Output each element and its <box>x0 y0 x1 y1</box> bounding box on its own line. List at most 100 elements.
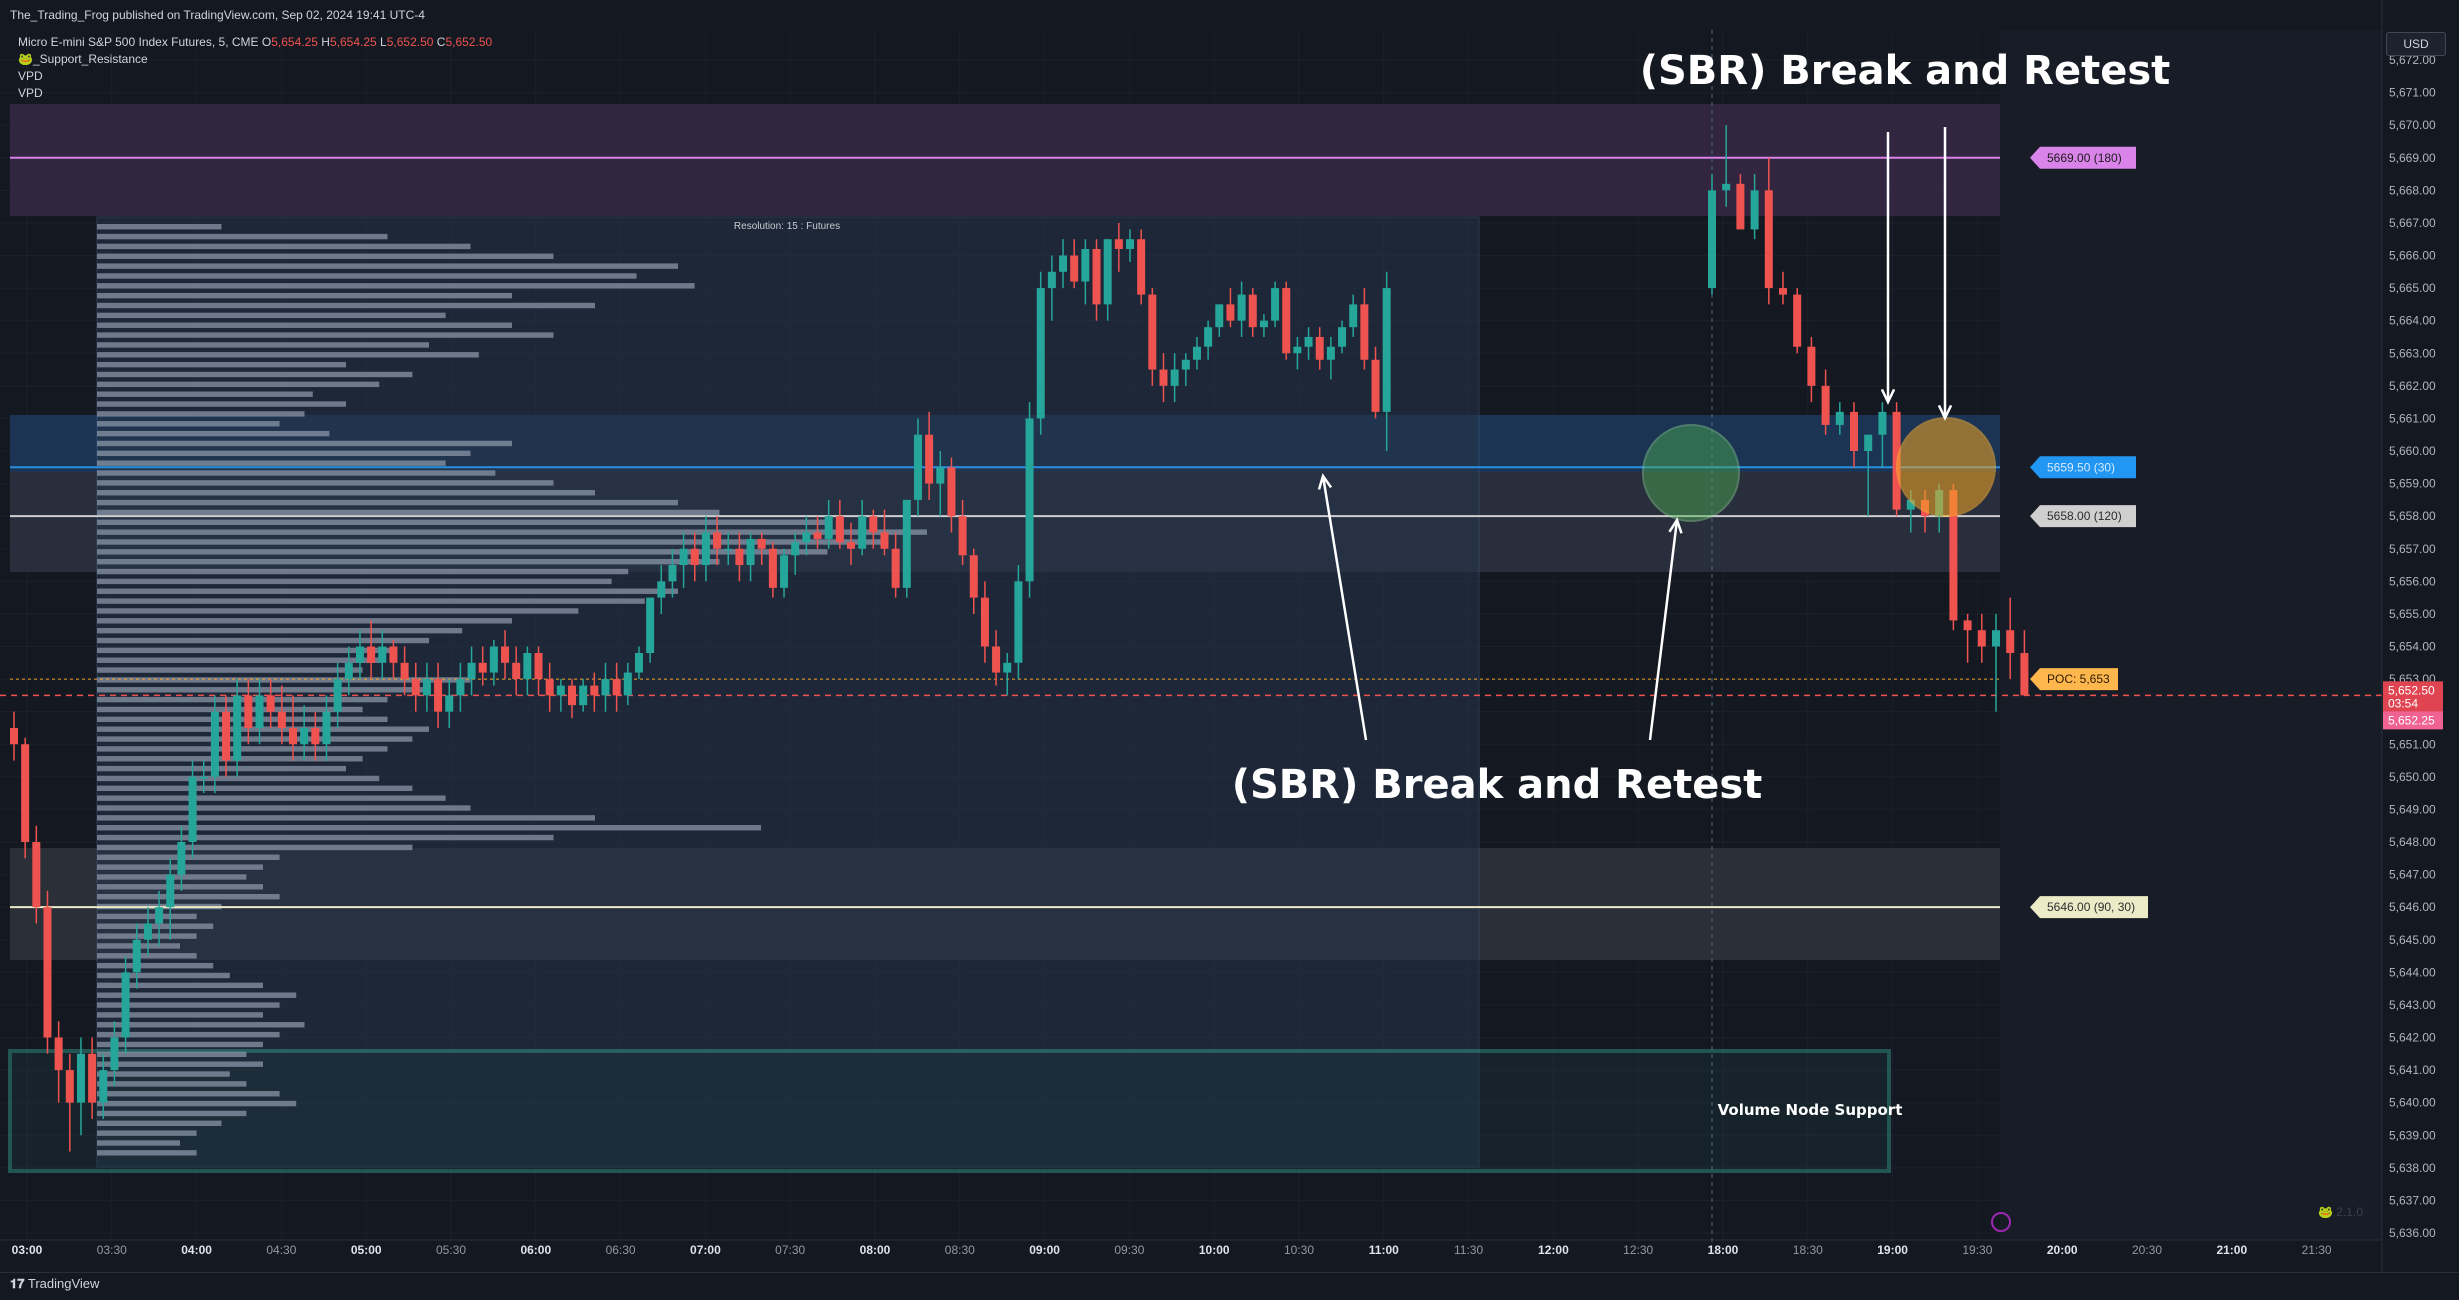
candle[interactable] <box>579 679 588 712</box>
candle[interactable] <box>534 646 543 696</box>
candle[interactable] <box>344 646 353 696</box>
candle[interactable] <box>802 516 811 556</box>
candle[interactable] <box>568 679 576 719</box>
candle[interactable] <box>1103 239 1112 321</box>
candle[interactable] <box>422 662 431 712</box>
candle[interactable] <box>311 711 320 761</box>
candle[interactable] <box>512 646 521 696</box>
candle[interactable] <box>10 711 18 761</box>
candle[interactable] <box>1282 281 1291 360</box>
candle[interactable] <box>679 532 688 588</box>
candle[interactable] <box>434 662 443 728</box>
candle[interactable] <box>1259 314 1268 337</box>
candle[interactable] <box>1736 174 1745 230</box>
candle[interactable] <box>1371 346 1380 419</box>
candle[interactable] <box>1081 239 1090 305</box>
candle[interactable] <box>847 522 855 566</box>
candle[interactable] <box>1878 402 1887 468</box>
candle[interactable] <box>199 760 208 794</box>
candle[interactable] <box>556 679 565 712</box>
level-tag[interactable]: 5658.00 (120) <box>2030 505 2136 528</box>
candle[interactable] <box>166 858 175 940</box>
candle[interactable] <box>21 737 30 859</box>
candle[interactable] <box>378 630 387 680</box>
candle[interactable] <box>1708 174 1716 295</box>
candle[interactable] <box>445 679 454 728</box>
candle[interactable] <box>1126 229 1134 263</box>
candle[interactable] <box>947 457 956 533</box>
candle[interactable] <box>902 499 911 598</box>
candle[interactable] <box>1864 434 1873 517</box>
candle[interactable] <box>32 825 41 924</box>
candle[interactable] <box>646 597 655 663</box>
indicator-support-resistance[interactable]: 🐸_Support_Resistance <box>18 52 148 66</box>
candle[interactable] <box>880 509 889 556</box>
indicator-vpd-1[interactable]: VPD <box>18 69 43 83</box>
candle[interactable] <box>1226 288 1235 328</box>
candle[interactable] <box>1315 327 1324 370</box>
candle[interactable] <box>824 499 833 549</box>
candle[interactable] <box>1114 222 1123 272</box>
candle[interactable] <box>612 662 621 712</box>
candle[interactable] <box>813 516 822 549</box>
candle[interactable] <box>1304 327 1313 360</box>
candle[interactable] <box>99 1053 108 1119</box>
candle[interactable] <box>88 1037 97 1119</box>
candle[interactable] <box>1248 288 1257 337</box>
candle[interactable] <box>1014 565 1023 680</box>
candle[interactable] <box>143 907 152 957</box>
candle[interactable] <box>132 923 141 989</box>
candle[interactable] <box>690 532 699 582</box>
price-axis[interactable]: 5,636.00 5,637.00 5,638.00 5,639.00 5,640.00… <box>2381 0 2459 1272</box>
candle[interactable] <box>668 548 677 598</box>
candle[interactable] <box>1807 336 1816 403</box>
indicator-vpd-2[interactable]: VPD <box>18 86 43 100</box>
candle[interactable] <box>266 679 275 728</box>
candle[interactable] <box>1003 653 1012 696</box>
candle[interactable] <box>233 679 242 777</box>
candle[interactable] <box>1722 125 1731 207</box>
candle[interactable] <box>188 760 197 859</box>
candle[interactable] <box>2006 597 2015 680</box>
candle[interactable] <box>634 646 643 680</box>
candle[interactable] <box>177 825 186 891</box>
level-tag[interactable]: 5669.00 (180) <box>2030 146 2136 169</box>
candle[interactable] <box>623 662 632 706</box>
candle[interactable] <box>1850 402 1858 468</box>
candle[interactable] <box>1750 174 1759 240</box>
candle[interactable] <box>724 532 733 566</box>
candle[interactable] <box>936 451 945 517</box>
candle[interactable] <box>746 532 755 582</box>
candle[interactable] <box>1835 402 1844 435</box>
candle[interactable] <box>1821 369 1830 435</box>
candle[interactable] <box>768 542 777 598</box>
candle[interactable] <box>1793 288 1802 354</box>
candle[interactable] <box>1059 239 1068 289</box>
candle[interactable] <box>1360 288 1369 370</box>
candle[interactable] <box>791 532 800 575</box>
candle[interactable] <box>121 956 130 1054</box>
candle[interactable] <box>400 646 409 696</box>
candle[interactable] <box>1237 281 1246 337</box>
candle[interactable] <box>277 685 286 745</box>
candle[interactable] <box>1159 353 1168 403</box>
candle[interactable] <box>913 418 922 517</box>
candle[interactable] <box>1092 239 1101 321</box>
candle[interactable] <box>54 1021 63 1103</box>
candle[interactable] <box>333 662 342 728</box>
tradingview-brand[interactable]: 𝟏𝟕 TradingView <box>10 1276 99 1292</box>
level-tag[interactable]: POC: 5,653 <box>2030 668 2118 691</box>
candle[interactable] <box>1025 402 1034 598</box>
candle[interactable] <box>222 695 231 777</box>
candle[interactable] <box>76 1037 85 1136</box>
level-tag[interactable]: 5646.00 (90, 30) <box>2030 896 2148 919</box>
candle[interactable] <box>523 646 532 696</box>
candle[interactable] <box>456 662 465 712</box>
candle[interactable] <box>1963 613 1972 663</box>
candle[interactable] <box>1977 613 1986 663</box>
candle[interactable] <box>1192 336 1201 370</box>
candle[interactable] <box>925 411 934 500</box>
candle[interactable] <box>367 620 376 680</box>
candle[interactable] <box>322 695 331 761</box>
candle[interactable] <box>1036 271 1045 435</box>
